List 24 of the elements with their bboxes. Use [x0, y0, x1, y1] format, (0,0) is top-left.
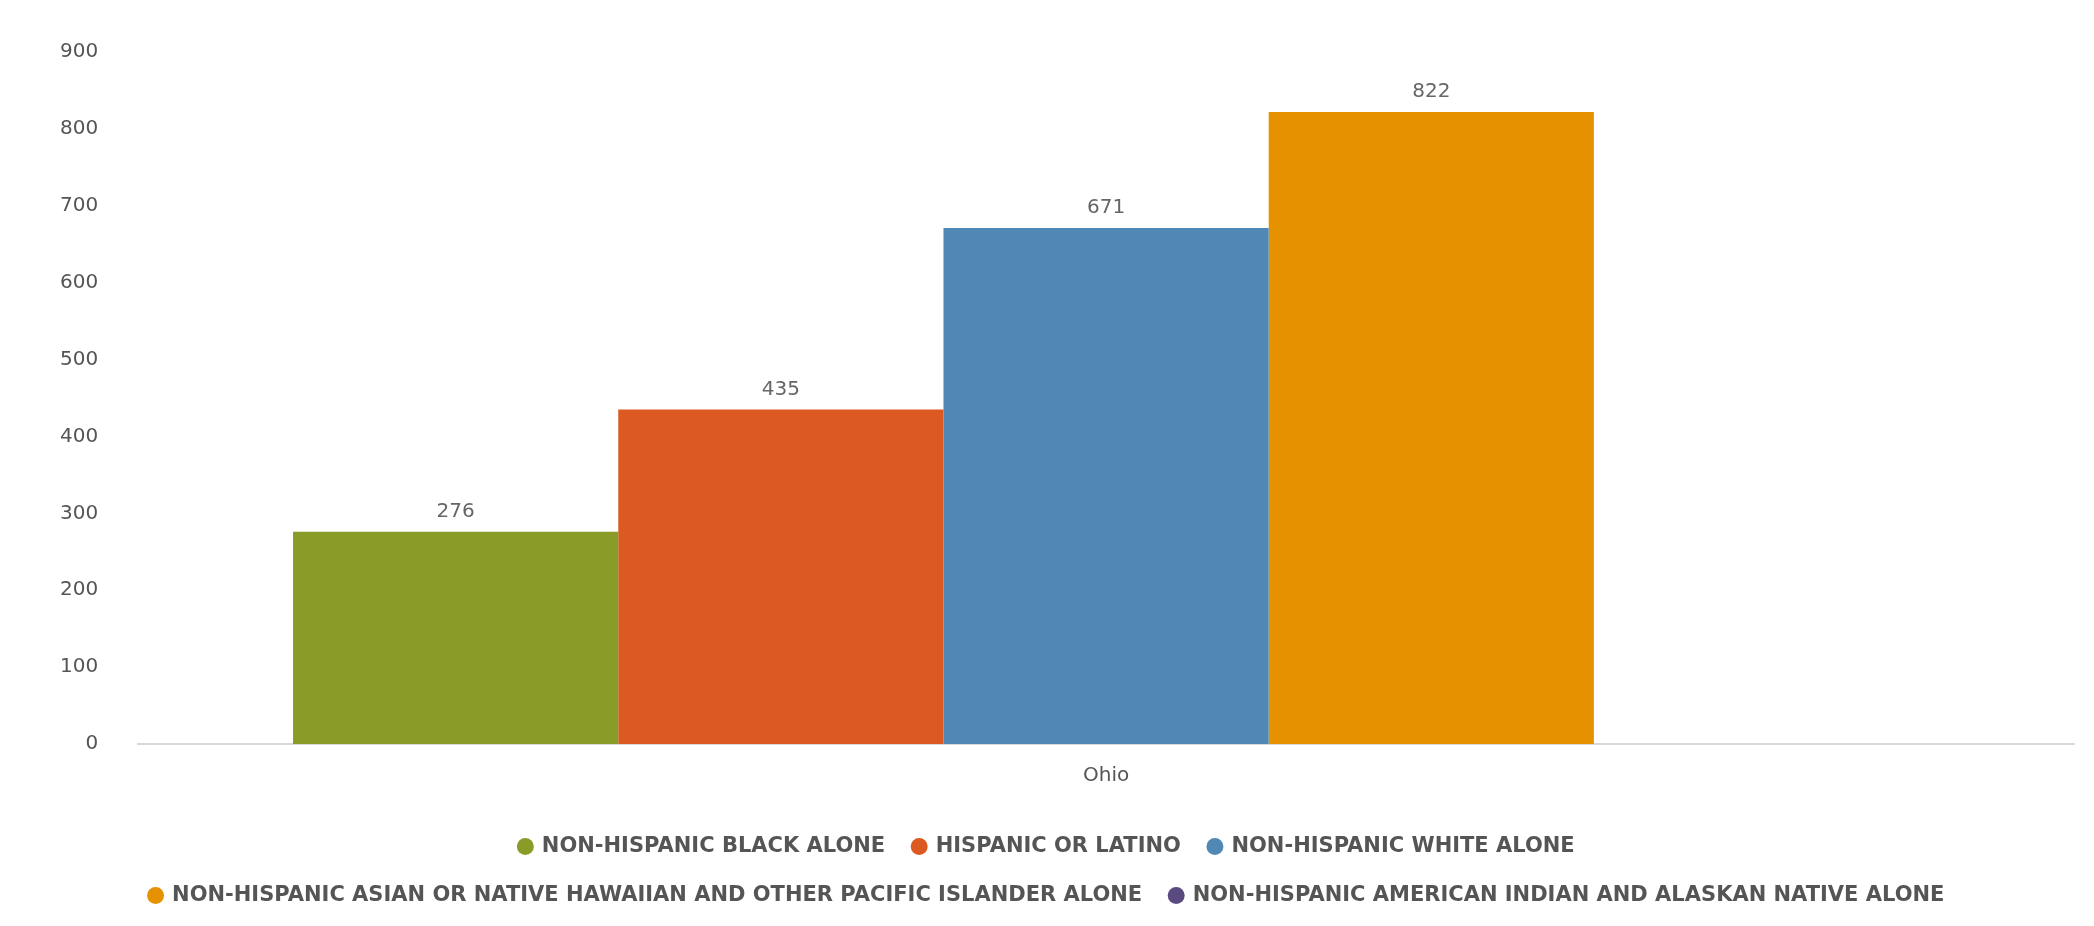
legend-label: NON-HISPANIC AMERICAN INDIAN AND ALASKAN NATIVE ALONE	[1192, 881, 1945, 906]
data-label: 671	[1086, 194, 1126, 219]
y-tick-label: 200	[59, 576, 99, 601]
legend-label: NON-HISPANIC WHITE ALONE	[1231, 832, 1575, 857]
y-tick-label: 500	[59, 345, 99, 370]
data-label: 276	[436, 497, 475, 522]
y-tick-label: 800	[59, 115, 99, 140]
bar	[1268, 111, 1594, 744]
bar	[293, 531, 619, 744]
data-label: 822	[1412, 78, 1451, 103]
y-tick-label: 400	[59, 422, 99, 447]
data-label: 435	[761, 375, 800, 400]
bar	[618, 409, 944, 744]
bar	[943, 228, 1269, 744]
legend-label: NON-HISPANIC BLACK ALONE	[541, 832, 886, 857]
y-tick-label: 300	[59, 499, 99, 524]
legend-label: HISPANIC OR LATINO	[935, 832, 1181, 857]
legend-label: NON-HISPANIC ASIAN OR NATIVE HAWAIIAN AND OTHER PACIFIC ISLANDER ALONE	[172, 881, 1143, 906]
y-tick-label: 700	[59, 191, 99, 216]
y-tick-label: 100	[59, 653, 99, 678]
y-tick-label: 600	[59, 268, 99, 293]
y-tick-label: 0	[85, 730, 99, 755]
x-tick-label: Ohio	[1082, 762, 1130, 787]
y-tick-label: 900	[59, 38, 99, 63]
